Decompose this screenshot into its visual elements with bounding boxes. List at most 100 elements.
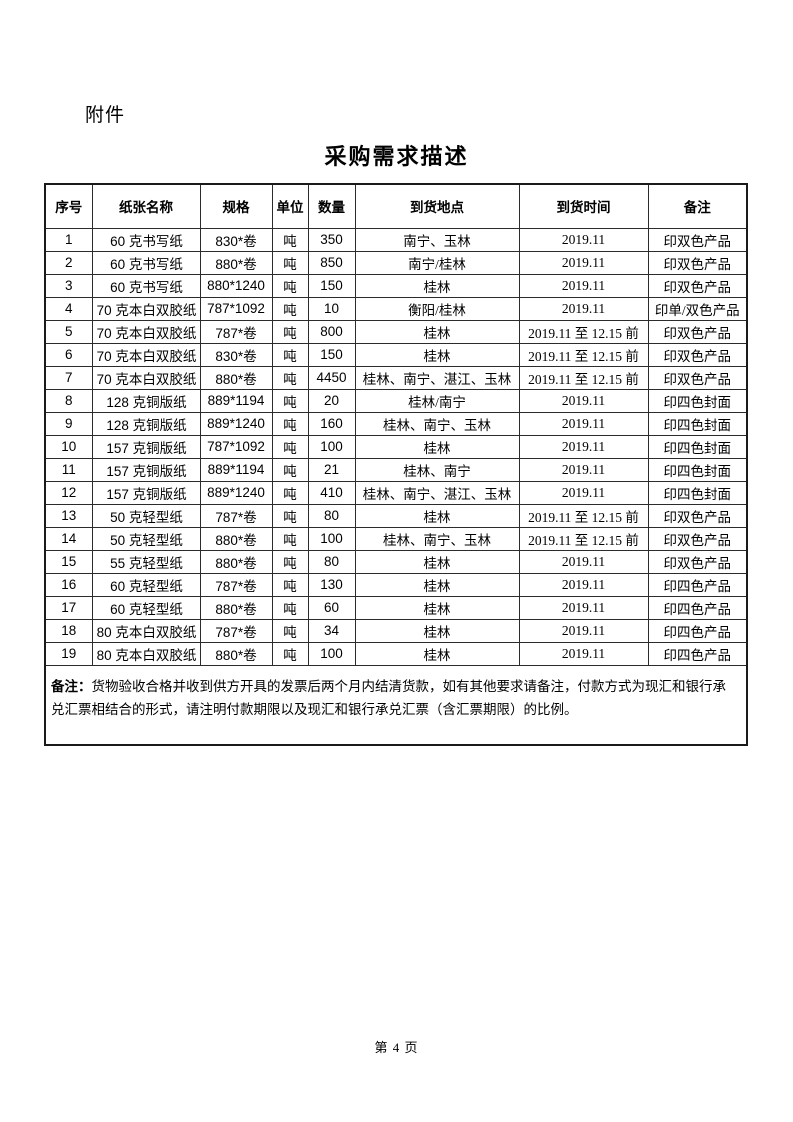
header-seq: 序号: [44, 183, 93, 229]
table-row: 12 157 克铜版纸 889*1240 吨 410 桂林、南宁、湛江、玉林 2019.11…: [44, 480, 748, 505]
table-cell: 吨: [271, 480, 309, 505]
table-cell: 2019.11: [518, 273, 649, 298]
table-cell: 吨: [271, 641, 309, 666]
table-cell: 吨: [271, 411, 309, 436]
table-cell: 印双色产品: [647, 342, 748, 367]
table-cell: 50 克轻型纸: [91, 526, 201, 551]
header-delivery-time: 到货时间: [518, 183, 649, 229]
table-cell: 830*卷: [199, 227, 273, 252]
table-cell: 60: [307, 595, 356, 620]
table-cell: 吨: [271, 319, 309, 344]
table-cell: 850: [307, 250, 356, 275]
table-cell: 印四色封面: [647, 480, 748, 505]
table-cell: 34: [307, 618, 356, 643]
table-cell: 880*卷: [199, 595, 273, 620]
table-cell: 桂林、南宁、玉林: [354, 526, 520, 551]
table-cell: 2019.11: [518, 250, 649, 275]
table-cell: 桂林、南宁: [354, 457, 520, 482]
page-title: 采购需求描述: [324, 144, 469, 169]
procurement-table: 序号 纸张名称 规格 单位 数量 到货地点 到货时间 备注 1 60 克书写纸 83…: [44, 183, 748, 746]
table-cell: 16: [44, 572, 93, 597]
table-cell: 印双色产品: [647, 273, 748, 298]
table-cell: 15: [44, 549, 93, 574]
table-cell: 印四色封面: [647, 411, 748, 436]
table-cell: 印四色产品: [647, 641, 748, 666]
table-cell: 787*1092: [199, 296, 273, 321]
table-cell: 4: [44, 296, 93, 321]
table-cell: 吨: [271, 388, 309, 413]
table-row: 17 60 克轻型纸 880*卷吨 60 桂林 2019.11 印四色产品: [44, 595, 748, 620]
table-row: 10 157 克铜版纸 787*1092 吨 100 桂林 2019.11 印四色封面: [44, 434, 748, 459]
table-cell: 桂林、南宁、湛江、玉林: [354, 365, 520, 390]
table-cell: 2019.11: [518, 388, 649, 413]
table-cell: 2019.11 至 12.15 前: [518, 365, 649, 390]
table-cell: 南宁、玉林: [354, 227, 520, 252]
table-cell: 80: [307, 503, 356, 528]
table-cell: 18: [44, 618, 93, 643]
table-cell: 410: [307, 480, 356, 505]
table-cell: 128 克铜版纸: [91, 388, 201, 413]
table-cell: 60 克书写纸: [91, 273, 201, 298]
table-cell: 50 克轻型纸: [91, 503, 201, 528]
table-row: 2 60 克书写纸 880*卷吨 850 南宁/桂林 2019.11 印双色产品: [44, 250, 748, 275]
table-cell: 160: [307, 411, 356, 436]
table-cell: 80: [307, 549, 356, 574]
table-cell: 3: [44, 273, 93, 298]
table-cell: 吨: [271, 296, 309, 321]
table-cell: 桂林、南宁、玉林: [354, 411, 520, 436]
table-cell: 2: [44, 250, 93, 275]
table-cell: 吨: [271, 526, 309, 551]
table-cell: 70 克本白双胶纸: [91, 296, 201, 321]
table-row: 14 50 克轻型纸 880*卷吨 100 桂林、南宁、玉林 2019.11 至 12.1…: [44, 526, 748, 551]
table-cell: 880*1240: [199, 273, 273, 298]
table-cell: 吨: [271, 250, 309, 275]
table-cell: 印单/双色产品: [647, 296, 748, 321]
table-cell: 6: [44, 342, 93, 367]
table-cell: 2019.11 至 12.15 前: [518, 342, 649, 367]
table-cell: 印双色产品: [647, 319, 748, 344]
table-row: 5 70 克本白双胶纸 787*卷吨 800 桂林 2019.11 至 12.15 前印双…: [44, 319, 748, 344]
table-cell: 157 克铜版纸: [91, 480, 201, 505]
table-cell: 吨: [271, 503, 309, 528]
table-cell: 5: [44, 319, 93, 344]
table-cell: 桂林: [354, 434, 520, 459]
table-cell: 印双色产品: [647, 526, 748, 551]
table-cell: 2019.11: [518, 411, 649, 436]
table-cell: 20: [307, 388, 356, 413]
table-cell: 2019.11 至 12.15 前: [518, 526, 649, 551]
table-cell: 880*卷: [199, 549, 273, 574]
attachment-label: 附件: [85, 105, 126, 126]
table-cell: 130: [307, 572, 356, 597]
table-cell: 2019.11: [518, 595, 649, 620]
table-cell: 吨: [271, 434, 309, 459]
table-cell: 10: [307, 296, 356, 321]
table-cell: 吨: [271, 618, 309, 643]
table-cell: 2019.11: [518, 572, 649, 597]
table-cell: 2019.11: [518, 457, 649, 482]
table-cell: 吨: [271, 273, 309, 298]
header-remarks: 备注: [647, 183, 748, 229]
table-cell: 150: [307, 342, 356, 367]
table-cell: 2019.11: [518, 434, 649, 459]
table-cell: 889*1194: [199, 457, 273, 482]
table-cell: 70 克本白双胶纸: [91, 319, 201, 344]
table-cell: 889*1240: [199, 411, 273, 436]
note-label: 备注：: [51, 678, 92, 694]
table-cell: 1: [44, 227, 93, 252]
table-cell: 800: [307, 319, 356, 344]
table-cell: 787*卷: [199, 503, 273, 528]
page-number: 第 4 页: [374, 1040, 419, 1055]
table-row: 11 157 克铜版纸 889*1194 吨 21 桂林、南宁 2019.11 印四色封面: [44, 457, 748, 482]
table-cell: 70 克本白双胶纸: [91, 342, 201, 367]
table-cell: 衡阳/桂林: [354, 296, 520, 321]
table-cell: 2019.11: [518, 618, 649, 643]
table-cell: 11: [44, 457, 93, 482]
table-cell: 桂林: [354, 549, 520, 574]
table-cell: 2019.11: [518, 296, 649, 321]
table-cell: 2019.11: [518, 227, 649, 252]
table-cell: 桂林: [354, 618, 520, 643]
table-cell: 13: [44, 503, 93, 528]
table-cell: 55 克轻型纸: [91, 549, 201, 574]
table-cell: 787*卷: [199, 618, 273, 643]
table-cell: 桂林: [354, 641, 520, 666]
